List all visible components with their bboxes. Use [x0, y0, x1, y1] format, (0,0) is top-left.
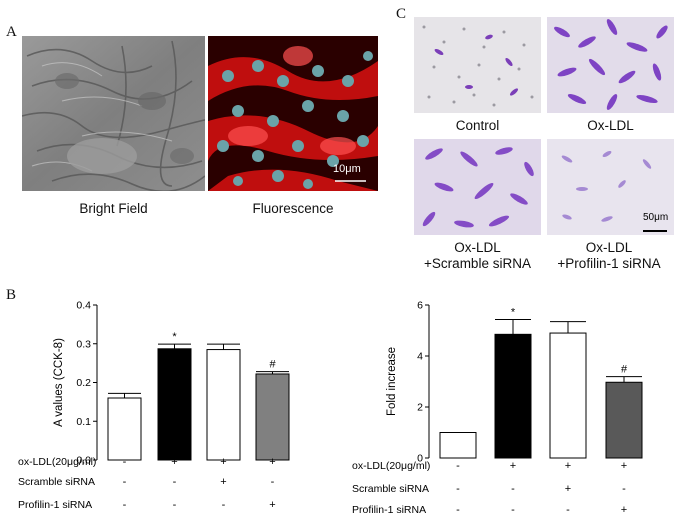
bright-field-image	[22, 36, 205, 191]
y-tick-label: 0.3	[76, 338, 91, 350]
condition-label: Profilin-1 siRNA	[352, 504, 426, 516]
y-axis-label: Fold increase	[386, 347, 398, 416]
scramble-caption-line1: Ox-LDL	[454, 240, 501, 255]
y-tick-label: 6	[417, 300, 423, 312]
significance-mark: *	[511, 307, 516, 319]
condition-label: Scramble siRNA	[18, 476, 95, 488]
significance-mark: #	[621, 364, 628, 376]
fold-increase-bar-chart: 0 2 4 6 Fold increase * # ox-LDL(20μg/ml) - + + + Sc…	[352, 300, 643, 516]
condition-mark: -	[456, 483, 460, 495]
condition-mark: +	[565, 483, 571, 495]
panel-b-letter: B	[6, 287, 17, 303]
bar	[157, 348, 192, 461]
bar	[494, 333, 532, 459]
control-transwell-image	[414, 17, 541, 113]
significance-mark: #	[269, 359, 276, 371]
bright-field-caption: Bright Field	[79, 201, 148, 216]
condition-mark: +	[621, 460, 627, 472]
condition-mark: +	[269, 499, 275, 511]
bar	[107, 397, 142, 461]
bar	[439, 432, 477, 459]
fluorescence-caption: Fluorescence	[252, 201, 334, 216]
condition-mark: -	[173, 499, 177, 511]
condition-mark: -	[566, 504, 570, 516]
y-tick-label: 2	[417, 402, 423, 414]
y-axis-label: A values (CCK-8)	[53, 338, 65, 427]
panel-a-letter: A	[6, 24, 17, 40]
condition-mark: +	[565, 460, 571, 472]
condition-mark: +	[171, 456, 177, 468]
condition-label: ox-LDL(20μg/ml)	[18, 456, 96, 468]
condition-mark: -	[456, 460, 460, 472]
y-tick-label: 4	[417, 351, 423, 363]
condition-label: ox-LDL(20μg/ml)	[352, 460, 430, 472]
scramble-sirna-transwell-image	[414, 139, 541, 235]
fluorescence-image: 10μm	[208, 36, 378, 191]
condition-mark: +	[269, 456, 275, 468]
ox-ldl-caption: Ox-LDL	[587, 118, 634, 133]
y-tick-label: 0	[417, 453, 423, 465]
profilin-caption-line1: Ox-LDL	[585, 240, 633, 255]
condition-mark: -	[456, 504, 460, 516]
condition-mark: -	[173, 476, 177, 488]
condition-mark: -	[511, 483, 515, 495]
condition-label: Scramble siRNA	[352, 483, 429, 495]
y-tick-label: 0.0	[76, 455, 91, 467]
scramble-caption-line2: +Scramble siRNA	[424, 256, 531, 271]
bar	[605, 381, 643, 459]
fluorescence-scale-bar-label: 10μm	[333, 163, 361, 175]
condition-mark: -	[622, 483, 626, 495]
condition-mark: -	[123, 456, 127, 468]
bar	[549, 332, 587, 459]
condition-label: Profilin-1 siRNA	[18, 499, 92, 511]
ox-ldl-transwell-image	[547, 17, 674, 113]
condition-mark: -	[123, 476, 127, 488]
profilin-sirna-transwell-image: 50μm	[547, 139, 674, 235]
condition-mark: +	[220, 476, 226, 488]
condition-mark: -	[123, 499, 127, 511]
bar	[206, 349, 241, 461]
condition-mark: -	[511, 504, 515, 516]
y-tick-label: 0.1	[76, 416, 91, 428]
y-tick-label: 0.4	[76, 300, 91, 312]
bar	[255, 373, 290, 461]
condition-mark: +	[220, 456, 226, 468]
panel-b-charts: 0.0 0.1 0.2 0.3 0.4 A values (CCK-8) * # ox-LDL(…	[18, 300, 643, 516]
control-caption: Control	[455, 118, 500, 133]
condition-mark: -	[222, 499, 226, 511]
transwell-scale-bar-label: 50μm	[643, 212, 669, 223]
condition-mark: +	[621, 504, 627, 516]
condition-mark: +	[510, 460, 516, 472]
y-tick-label: 0.2	[76, 377, 91, 389]
profilin-caption-line2: +Profilin-1 siRNA	[557, 256, 661, 271]
panel-c-letter: C	[396, 6, 407, 22]
condition-mark: -	[271, 476, 275, 488]
cck8-bar-chart: 0.0 0.1 0.2 0.3 0.4 A values (CCK-8) * # ox-LDL(…	[18, 300, 290, 511]
significance-mark: *	[172, 331, 177, 343]
